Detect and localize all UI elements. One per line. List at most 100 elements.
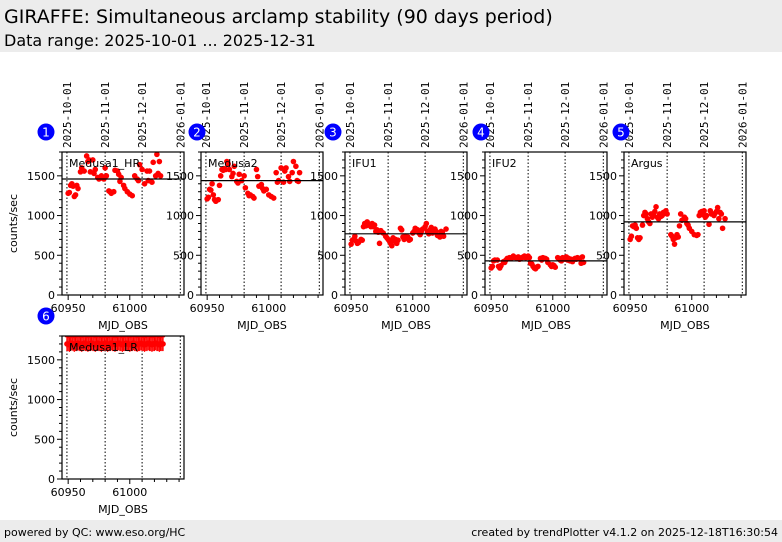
panel-number: 6 [42, 310, 50, 324]
data-point [72, 192, 79, 198]
data-point [129, 192, 136, 199]
x-tick-label: 60950 [51, 302, 86, 315]
data-point [489, 263, 496, 270]
data-point [236, 171, 243, 178]
y-axis-label: counts/sec [7, 194, 20, 253]
data-point [66, 189, 73, 196]
data-point [208, 187, 214, 193]
date-label: 2025-12-01 [136, 82, 149, 148]
footer-bar: powered by QC: www.eso.org/HC created by… [0, 520, 782, 542]
y-tick-label: 1500 [166, 170, 194, 183]
panel-number: 5 [617, 126, 625, 140]
y-tick-label: 0 [48, 289, 55, 302]
data-point [289, 169, 295, 176]
data-point [359, 237, 366, 243]
x-tick-label: 60950 [474, 302, 509, 315]
x-tick-label: 61000 [112, 486, 147, 499]
data-point [283, 165, 289, 171]
x-tick-label: 60950 [334, 302, 369, 315]
data-point [633, 225, 640, 232]
data-point [628, 233, 635, 240]
data-point [398, 227, 405, 233]
y-tick-label: 1000 [589, 210, 617, 223]
data-point [156, 158, 163, 165]
data-point [637, 235, 643, 241]
y-tick-label: 500 [173, 249, 194, 262]
data-point [210, 192, 217, 198]
data-point [226, 166, 233, 173]
data-point [701, 207, 707, 214]
data-point [286, 178, 293, 185]
data-point [440, 233, 447, 240]
date-label: 2025-11-01 [99, 82, 112, 148]
data-point [273, 169, 279, 176]
data-point [671, 241, 678, 247]
date-label: 2026-01-01 [597, 82, 610, 148]
date-label: 2025-10-01 [344, 82, 357, 148]
x-tick-label: 60950 [613, 302, 648, 315]
y-tick-label: 1000 [27, 394, 55, 407]
panel-number-badge [472, 123, 490, 141]
y-tick-label: 500 [317, 249, 338, 262]
date-label: 2025-12-01 [559, 82, 572, 148]
panel-Medusa1_HR: 2025-10-01 2025-11-01 2025-12-01 2026-01-01… [7, 82, 187, 332]
data-point [706, 221, 712, 228]
data-point [677, 211, 684, 217]
data-point [652, 208, 658, 215]
panel-label: Medusa1_HR [69, 157, 140, 170]
data-point [154, 151, 160, 158]
x-tick-label: 60950 [190, 302, 225, 315]
y-tick-label: 0 [48, 473, 55, 486]
data-point [285, 173, 292, 180]
panel-number-badge [37, 123, 55, 141]
data-range: Data range: 2025-10-01 ... 2025-12-31 [4, 31, 316, 50]
data-point [296, 169, 303, 176]
axes-frame [344, 151, 468, 296]
panel-number: 3 [329, 126, 337, 140]
data-point [81, 168, 87, 174]
data-point [526, 254, 533, 261]
data-point [110, 188, 117, 195]
data-point [157, 173, 164, 179]
data-point [552, 264, 559, 270]
y-tick-label: 500 [34, 433, 55, 446]
y-tick-label: 500 [457, 249, 478, 262]
y-tick-label: 500 [34, 249, 55, 262]
date-label: 2025-11-01 [238, 82, 251, 148]
panel-IFU1: 2025-10-01 2025-11-01 2025-12-01 2026-01-01… [310, 82, 470, 332]
data-point [494, 257, 501, 263]
data-point [216, 182, 223, 189]
date-label: 2026-01-01 [313, 82, 326, 148]
date-label: 2025-12-01 [275, 82, 288, 148]
y-tick-label: 500 [596, 249, 617, 262]
data-point [225, 161, 231, 167]
data-point [209, 180, 215, 187]
y-tick-label: 1000 [310, 210, 338, 223]
y-tick-label: 1500 [27, 170, 55, 183]
x-tick-label: 61000 [395, 302, 430, 315]
x-tick-label: 61000 [674, 302, 709, 315]
panel-label: IFU1 [352, 157, 377, 170]
data-point [230, 170, 236, 177]
data-point [160, 341, 166, 347]
data-point [141, 180, 148, 187]
data-point [90, 157, 96, 163]
panel-label: Argus [631, 157, 663, 170]
date-label: 2025-11-01 [522, 82, 535, 148]
x-tick-label: 60950 [51, 486, 86, 499]
y-tick-label: 1000 [166, 210, 194, 223]
data-point [376, 240, 383, 247]
date-label: 2026-01-01 [174, 82, 187, 148]
data-point [535, 263, 541, 270]
data-point [242, 184, 249, 191]
data-point [92, 166, 99, 173]
data-point [136, 161, 143, 168]
data-point [389, 242, 395, 249]
y-tick-label: 0 [471, 289, 478, 302]
data-point [695, 231, 701, 238]
y-tick-label: 0 [187, 289, 194, 302]
panel-IFU2: 2025-10-01 2025-11-01 2025-12-01 2026-01-01… [450, 82, 610, 332]
y-tick-label: 1500 [27, 354, 55, 367]
y-tick-label: 1000 [450, 210, 478, 223]
panel-label: IFU2 [492, 157, 517, 170]
